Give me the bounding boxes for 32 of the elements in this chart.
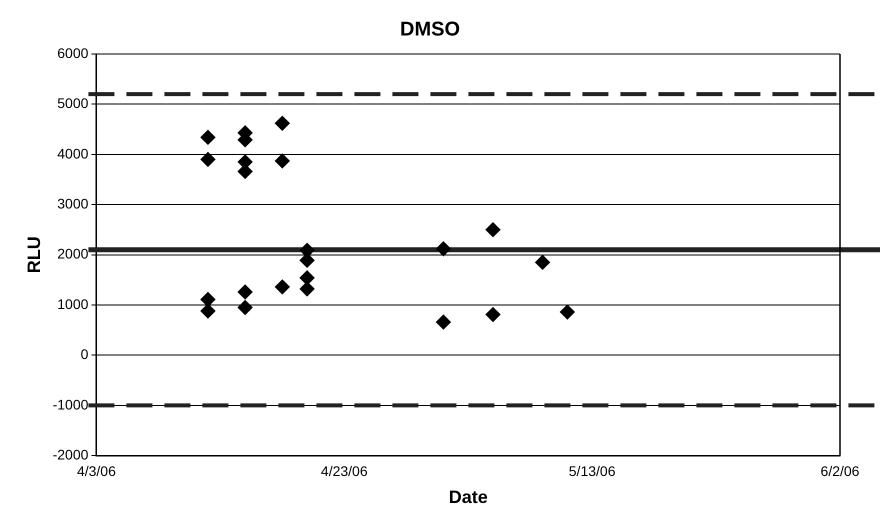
x-tick-label: 4/3/06 [76,462,116,479]
point [274,116,290,131]
point [485,222,500,238]
x-tick-label: 6/2/06 [820,462,860,479]
y-tick-label: 3000 [57,195,89,212]
y-tick-label: -1000 [52,396,89,412]
point [436,314,451,330]
point [238,300,253,316]
point [535,254,550,270]
point [200,152,216,167]
y-tick-label: -2000 [52,446,89,462]
x-tick-label: 4/23/06 [320,462,368,479]
y-tick-label: 5000 [57,95,89,112]
x-axis-title: Date [448,487,488,508]
point [436,241,451,256]
y-axis-title: RLU [24,236,44,274]
y-tick-label: 6000 [57,44,89,61]
point [560,304,575,320]
y-tick-label: 0 [80,346,89,362]
point [485,307,500,322]
point [238,284,253,300]
point [300,270,315,286]
y-tick-label: 4000 [57,145,89,162]
point [200,130,216,145]
y-tick-label: 1000 [57,296,89,312]
y-tick-label: 2000 [57,246,89,262]
x-tick-label: 5/13/06 [568,462,616,479]
point [274,153,290,168]
point [200,304,216,319]
point [274,279,290,294]
chart-title: DMSO [400,18,460,41]
point [300,281,315,296]
